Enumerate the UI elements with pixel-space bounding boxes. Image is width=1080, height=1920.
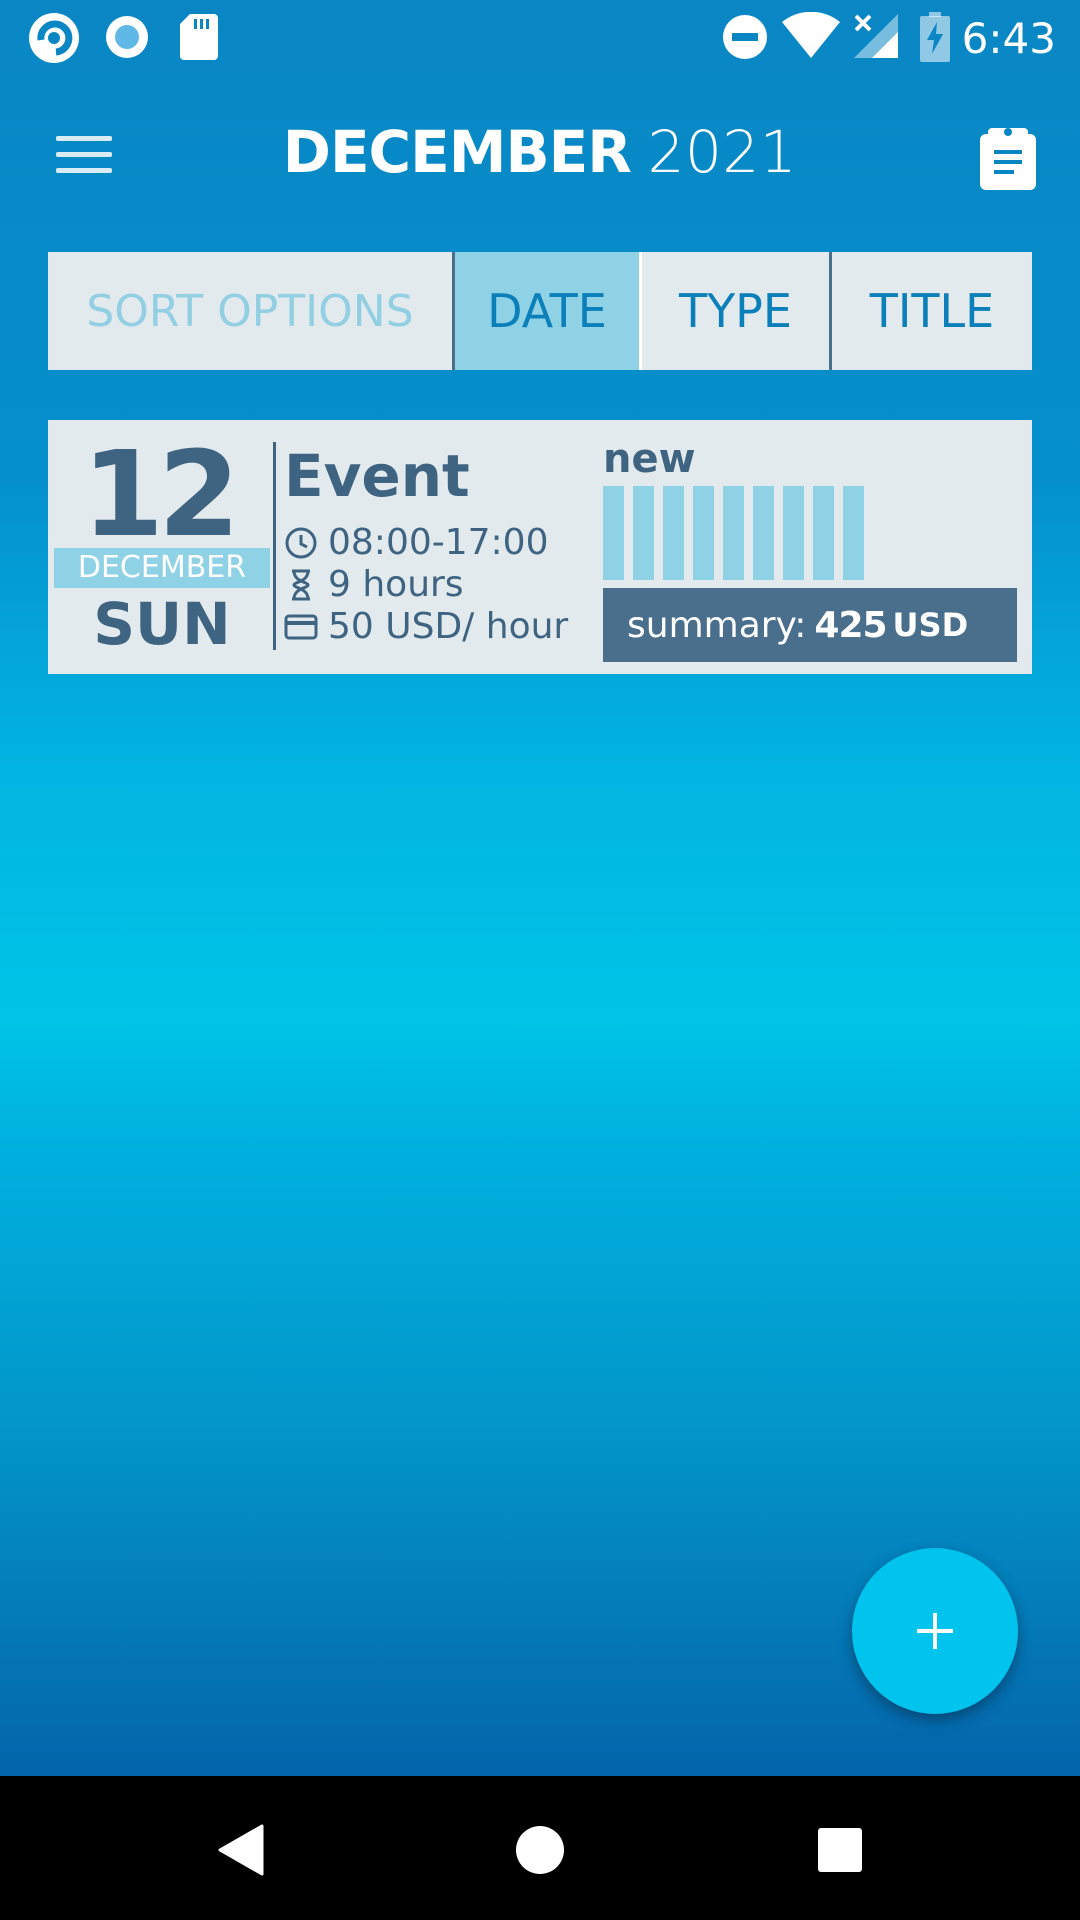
hour-bar [843,486,864,580]
hour-bar [723,486,744,580]
sort-by-title-tab[interactable]: TITLE [832,252,1032,370]
plus-icon [917,1613,953,1649]
clock-icon [285,527,317,558]
system-nav-bar [0,1776,1080,1920]
event-weekday: SUN [93,590,231,658]
event-summary: summary: 425 USD [603,588,1017,662]
record-icon [106,16,148,58]
home-button[interactable] [500,1810,580,1890]
title-year: 2021 [647,118,798,186]
report-button[interactable] [972,118,1044,190]
wifi-icon [782,12,840,58]
sort-bar: SORT OPTIONS DATE TYPE TITLE [48,252,1032,370]
hour-bar [633,486,654,580]
hour-bar [753,486,774,580]
app-logo-icon [29,13,79,63]
summary-currency: USD [892,606,969,644]
hour-bar [783,486,804,580]
add-event-button[interactable] [852,1548,1018,1714]
hamburger-icon [56,136,112,141]
back-icon [218,1824,264,1876]
sd-card-icon [180,14,218,60]
recents-button[interactable] [800,1810,880,1890]
event-day: 12 [81,425,240,563]
event-rate: 50 USD/ hour [328,606,569,647]
hour-bar [693,486,714,580]
event-time-range: 08:00-17:00 [328,522,549,563]
sort-by-date-tab[interactable]: DATE [452,252,642,370]
summary-amount: 425 [814,604,887,646]
credit-card-icon [284,614,318,639]
event-status: new [603,436,696,482]
hour-bar [813,486,834,580]
event-time-row: 08:00-17:00 [284,522,548,563]
home-icon [516,1826,564,1874]
do-not-disturb-icon [723,15,767,59]
status-time: 6:43 [961,14,1056,63]
hours-bars [603,486,873,580]
event-card[interactable]: 12 DECEMBER SUN Event 08:00-17:00 9 hour… [48,420,1032,674]
no-signal-icon [854,14,898,58]
event-month: DECEMBER [54,548,270,588]
status-bar: 6:43 [0,0,1080,75]
card-divider [273,442,276,650]
event-duration-row: 9 hours [284,564,464,605]
summary-label: summary: [627,604,807,646]
hourglass-icon [292,569,310,600]
menu-button[interactable] [40,120,130,190]
back-button[interactable] [200,1810,280,1890]
event-title: Event [284,442,470,510]
page-title: DECEMBER 2021 [0,118,1080,186]
recents-icon [818,1828,862,1872]
event-rate-row: 50 USD/ hour [284,606,568,647]
sort-options-label: SORT OPTIONS [48,252,452,370]
sort-by-type-tab[interactable]: TYPE [642,252,832,370]
event-duration: 9 hours [328,564,464,605]
hour-bar [603,486,624,580]
hour-bar [663,486,684,580]
clipboard-icon [980,128,1036,190]
title-month: DECEMBER [282,118,632,186]
battery-charging-icon [920,12,950,62]
